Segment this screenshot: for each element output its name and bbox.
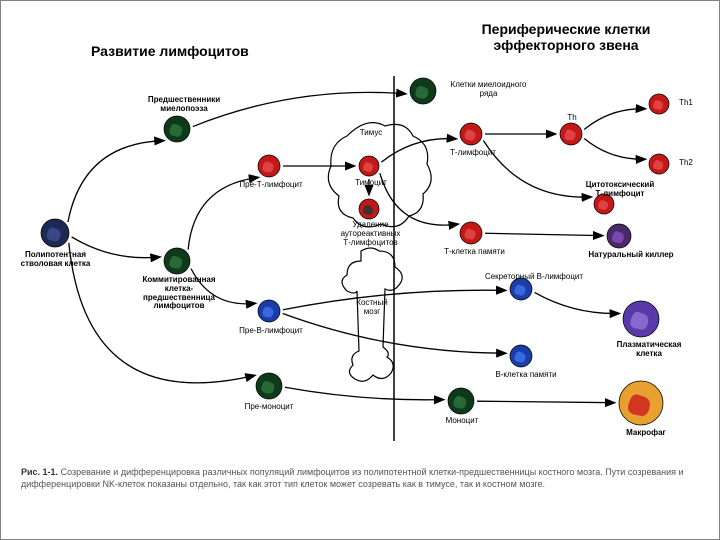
label-macrophage: Макрофаг [616, 429, 676, 438]
label-Bmemory: В-клетка памяти [486, 371, 566, 380]
diagram-frame: Развитие лимфоцитов Периферические клетк… [0, 0, 720, 540]
label-Tlymph: Т-лимфоцит [443, 149, 503, 158]
label-bonemarrow: Костныймозг [347, 299, 397, 317]
label-preB: Пре-В-лимфоцит [231, 327, 311, 336]
label-Th2: Th2 [673, 159, 699, 168]
title-right: Периферические клетки эффекторного звена [441, 21, 691, 53]
diagram-svg [1, 1, 720, 540]
label-lymph_prec: Коммитированнаяклетка-предшественницалим… [129, 276, 229, 311]
label-plasma: Плазматическаяклетка [604, 341, 694, 359]
label-Th1: Th1 [673, 99, 699, 108]
label-deletion: Удаление аутореактивныхТ-лимфоцитов [323, 221, 418, 247]
label-Th: Th [561, 114, 583, 123]
label-NK: Натуральный киллер [581, 251, 681, 260]
diagram-canvas: Развитие лимфоцитов Периферические клетк… [1, 1, 719, 539]
figure-caption: Рис. 1-1. Созревание и дифференцировка р… [21, 467, 701, 490]
label-premono: Пре-моноцит [234, 403, 304, 412]
label-myeloid_cells: Клетки миелоидногоряда [441, 81, 536, 99]
label-myeloid_prec: Предшественникимиелопоэза [139, 96, 229, 114]
caption-text: Созревание и дифференцировка различных п… [21, 467, 684, 489]
label-thymocyte: Тимоцит [346, 179, 396, 188]
title-left: Развитие лимфоцитов [91, 43, 249, 59]
label-CTL: ЦитотоксическийТ-лимфоцит [575, 181, 665, 199]
caption-figlabel: Рис. 1-1. [21, 467, 58, 477]
label-preT: Пре-Т-лимфоцит [231, 181, 311, 190]
label-stem: Полипотентнаястволовая клетка [9, 251, 102, 269]
label-monocyte: Моноцит [437, 417, 487, 426]
label-Tmemory: Т-клетка памяти [437, 248, 512, 257]
label-secB: Секреторный В-лимфоцит [474, 273, 594, 282]
label-thymus: Тимус [346, 129, 396, 138]
